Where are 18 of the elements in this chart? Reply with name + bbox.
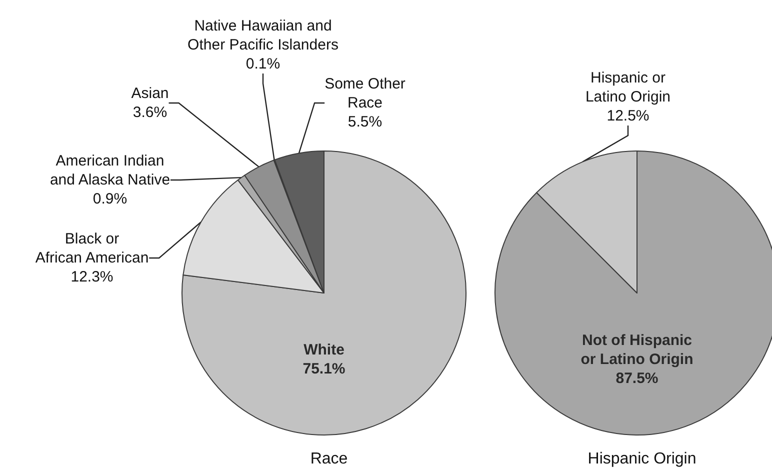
slice-label: Hispanic or Latino Origin <box>585 70 671 106</box>
text: Hispanic Origin <box>588 450 696 468</box>
data-label: 12.3% <box>70 268 114 286</box>
slice-label: American Indian and Alaska Native <box>50 152 170 188</box>
slice-label: Native Hawaiian and Other Pacific Islanders <box>188 18 338 54</box>
data-label: 75.1% <box>302 360 346 378</box>
slice-label: Asian <box>131 85 169 102</box>
data-label: 87.5% <box>616 370 658 388</box>
data-label: 5.5% <box>348 114 382 130</box>
slice-label: Not of Hispanic or Latino Origin <box>580 332 694 368</box>
slice-label: White <box>304 342 344 359</box>
data-label: 0.1% <box>246 56 280 72</box>
data-label: 3.6% <box>132 104 168 121</box>
data-label: 0.9% <box>92 190 128 208</box>
data-label: 12.5% <box>606 108 650 124</box>
text: Race <box>310 450 348 468</box>
slice-label: Black or African American <box>35 230 149 266</box>
slice-label: Some Other Race <box>324 76 406 112</box>
